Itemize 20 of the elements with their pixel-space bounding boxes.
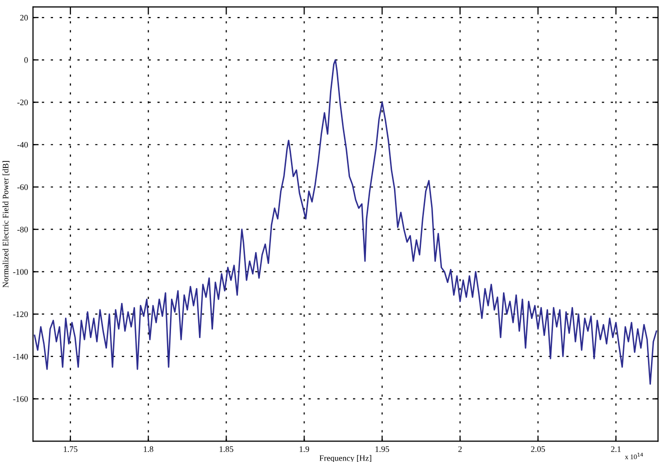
y-tick-label: -60 [17, 184, 28, 190]
x-tick-label: 2.05 [531, 446, 545, 452]
x-tick-label: 2 [458, 446, 462, 452]
y-axis-title: Normalized Electric Field Power [dB] [2, 161, 10, 288]
y-tick-label: -100 [13, 269, 28, 275]
line-series [34, 59, 658, 385]
x-tick-label: 2.1 [611, 446, 621, 452]
y-tick-label: 20 [20, 14, 28, 20]
x-tick-label: 1.85 [220, 446, 234, 452]
y-tick-label: -40 [17, 142, 28, 148]
x-tick-label: 1.75 [64, 446, 78, 452]
y-tick-label: -80 [17, 226, 28, 232]
x-tick-label: 1.9 [300, 446, 310, 452]
x-tick-label: 1.8 [144, 446, 154, 452]
y-tick-label: -20 [17, 100, 28, 106]
x-tick-label: 1.95 [376, 446, 390, 452]
y-tick-label: 0 [24, 57, 28, 63]
y-tick-label: -140 [13, 354, 28, 360]
y-tick-label: -120 [13, 311, 28, 318]
y-tick-label: -160 [13, 396, 28, 402]
